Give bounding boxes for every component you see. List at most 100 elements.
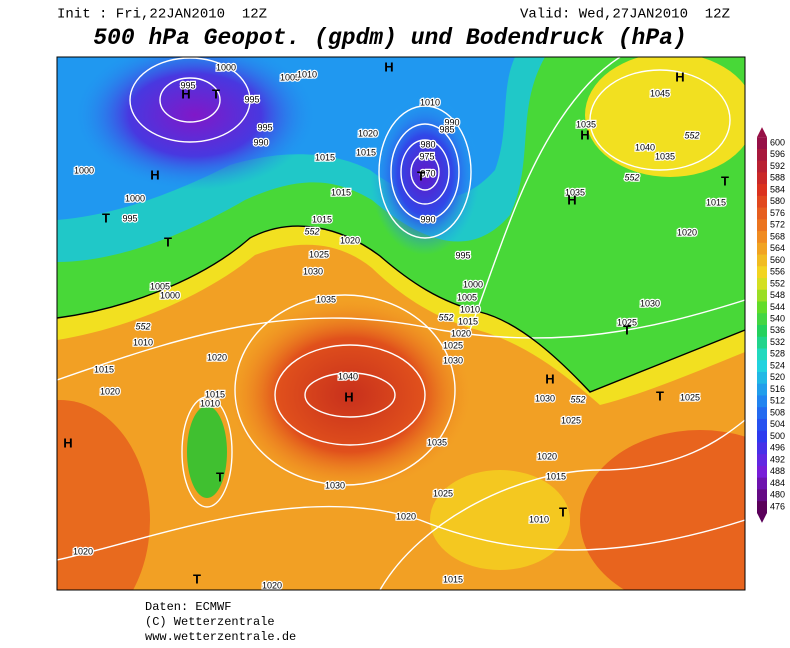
colorbar-label: 568 bbox=[770, 231, 785, 241]
colorbar-swatch bbox=[757, 313, 767, 326]
pressure-center: H bbox=[545, 371, 554, 386]
colorbar-label: 476 bbox=[770, 501, 785, 511]
footer-copyright: (C) Wetterzentrale bbox=[145, 615, 275, 629]
colorbar-label: 552 bbox=[770, 278, 785, 288]
colorbar-label: 540 bbox=[770, 314, 785, 324]
footer-url: www.wetterzentrale.de bbox=[145, 630, 296, 644]
colorbar-label: 480 bbox=[770, 490, 785, 500]
contour-label: 552 bbox=[304, 226, 319, 236]
contour-label: 552 bbox=[570, 394, 585, 404]
isobar-label: 1040 bbox=[635, 142, 655, 152]
colorbar-label: 488 bbox=[770, 466, 785, 476]
isobar-label: 1030 bbox=[443, 355, 463, 365]
colorbar-swatch bbox=[757, 278, 767, 291]
colorbar-swatch bbox=[757, 184, 767, 197]
colorbar-label: 588 bbox=[770, 173, 785, 183]
contour-label: 552 bbox=[438, 312, 453, 322]
colorbar-label: 572 bbox=[770, 220, 785, 230]
colorbar-swatch bbox=[757, 195, 767, 209]
pressure-center: T bbox=[417, 168, 425, 183]
isobar-label: 1025 bbox=[443, 340, 463, 350]
isobar-label: 985 bbox=[439, 124, 454, 134]
map-frame bbox=[56, 56, 746, 591]
colorbar-label: 484 bbox=[770, 478, 785, 488]
colorbar-swatch bbox=[757, 442, 767, 455]
isobar-label: 1000 bbox=[160, 290, 180, 300]
pressure-center: T bbox=[559, 504, 567, 519]
colorbar: 6005965925885845805765725685645605565525… bbox=[757, 127, 785, 523]
isobar-label: 995 bbox=[180, 80, 195, 90]
colorbar-label: 532 bbox=[770, 337, 785, 347]
isobar-label: 1035 bbox=[427, 437, 447, 447]
isobar-label: 1020 bbox=[73, 546, 93, 556]
isobar-label: 1000 bbox=[216, 62, 236, 72]
isobar-label: 995 bbox=[244, 94, 259, 104]
isobar-label: 1015 bbox=[443, 574, 463, 584]
colorbar-swatch bbox=[757, 395, 767, 408]
colorbar-swatch bbox=[757, 465, 767, 479]
colorbar-label: 564 bbox=[770, 243, 785, 253]
colorbar-swatch bbox=[757, 336, 767, 349]
pressure-center: T bbox=[193, 571, 201, 586]
isobar-label: 1015 bbox=[546, 471, 566, 481]
isobar-label: 1020 bbox=[451, 328, 471, 338]
isobar-label: 1045 bbox=[650, 88, 670, 98]
isobar-label: 995 bbox=[122, 213, 137, 223]
colorbar-swatch bbox=[757, 454, 767, 467]
colorbar-label: 596 bbox=[770, 149, 785, 159]
isobar-label: 1030 bbox=[325, 480, 345, 490]
isobar-label: 1010 bbox=[420, 97, 440, 107]
colorbar-swatch bbox=[757, 407, 767, 420]
footer-source: Daten: ECMWF bbox=[145, 600, 231, 614]
colorbar-label: 516 bbox=[770, 384, 785, 394]
pressure-center: H bbox=[567, 192, 576, 207]
pressure-center: T bbox=[216, 469, 224, 484]
isobar-label: 1005 bbox=[150, 281, 170, 291]
colorbar-label: 580 bbox=[770, 196, 785, 206]
isobar-label: 990 bbox=[253, 137, 268, 147]
isobars bbox=[57, 57, 745, 590]
isobar-label: 1020 bbox=[340, 235, 360, 245]
isobar-label: 1015 bbox=[205, 389, 225, 399]
colorbar-label: 512 bbox=[770, 396, 785, 406]
contour-label: 552 bbox=[135, 321, 150, 331]
colorbar-swatch bbox=[757, 137, 767, 150]
colorbar-bottom-arrow bbox=[757, 512, 767, 523]
isobar-label: 995 bbox=[455, 250, 470, 260]
isobar-label: 1025 bbox=[617, 317, 637, 327]
colorbar-label: 504 bbox=[770, 419, 785, 429]
isobar-label: 1020 bbox=[262, 580, 282, 590]
isobar-label: 1035 bbox=[655, 151, 675, 161]
isobar-label: 990 bbox=[420, 214, 435, 224]
isobar-label: 1035 bbox=[565, 187, 585, 197]
pressure-center: T bbox=[212, 86, 220, 101]
isobar-label: 1025 bbox=[680, 392, 700, 402]
colorbar-label: 556 bbox=[770, 267, 785, 277]
isobar-label: 1035 bbox=[316, 294, 336, 304]
isobar-label: 1010 bbox=[200, 398, 220, 408]
isobar-label: 1015 bbox=[458, 316, 478, 326]
isobar-label: 1020 bbox=[677, 227, 697, 237]
colorbar-label: 600 bbox=[770, 137, 785, 147]
pressure-center: H bbox=[150, 167, 159, 182]
isobar-label: 1005 bbox=[457, 292, 477, 302]
contour-552 bbox=[57, 225, 745, 393]
colorbar-swatch bbox=[757, 383, 767, 396]
colorbar-swatch bbox=[757, 489, 767, 502]
contour-label: 552 bbox=[624, 172, 639, 182]
map-title: 500 hPa Geopot. (gpdm) und Bodendruck (h… bbox=[93, 25, 687, 51]
pressure-center: T bbox=[721, 173, 729, 188]
isobar-label: 1015 bbox=[331, 187, 351, 197]
isobar-label: 1015 bbox=[315, 152, 335, 162]
isobar-label: 1015 bbox=[94, 364, 114, 374]
colorbar-label: 520 bbox=[770, 372, 785, 382]
isobar-label: 1030 bbox=[640, 298, 660, 308]
isobar-label: 1010 bbox=[460, 304, 480, 314]
isobar-label: 1010 bbox=[133, 337, 153, 347]
colorbar-swatch bbox=[757, 501, 767, 514]
colorbar-label: 536 bbox=[770, 325, 785, 335]
isobar-label: 1005 bbox=[280, 72, 300, 82]
isobar-label: 980 bbox=[420, 139, 435, 149]
colorbar-swatch bbox=[757, 430, 767, 443]
